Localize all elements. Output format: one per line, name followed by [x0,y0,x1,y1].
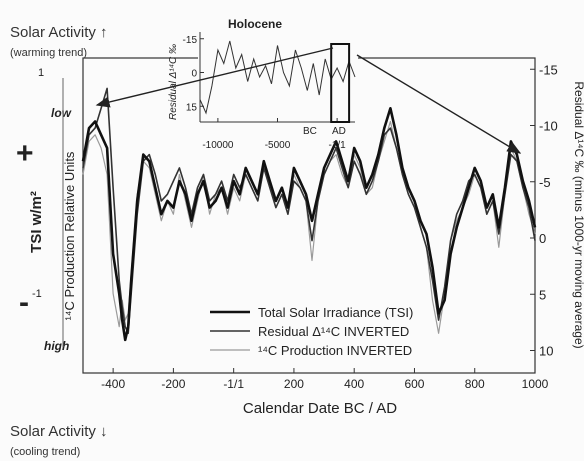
inset-x-tick-label: -10000 [202,140,234,151]
legend-label-residual: Residual Δ¹⁴C INVERTED [258,324,409,339]
x-tick-label: -1/1 [223,377,244,391]
inset-highlight-box [330,43,351,123]
y2-tick-label: 0 [539,231,546,246]
x-axis-title: Calendar Date BC / AD [243,400,397,417]
left-tick-bottom: -1 [32,288,42,300]
plus-sign: + [16,137,34,170]
inset-ad-label: AD [332,126,346,137]
pointer-arrow-left [95,47,334,108]
legend: Total Solar Irradiance (TSI) Residual Δ¹… [210,305,413,358]
y2-tick-label: 10 [539,344,553,359]
inset-series-polyline [199,40,356,115]
inset-y-tick-label: 0 [191,69,197,80]
high-label: high [44,339,69,353]
inset-y-tick-label: 15 [186,102,198,113]
inset-title: Holocene [228,17,282,31]
inset-y-tick-label: -15 [183,35,198,46]
series-line-tsi [81,107,537,342]
y2-tick-label: -10 [539,119,558,134]
x-tick-label: -400 [101,377,125,391]
cooling-trend-label: (cooling trend) [10,446,80,458]
inset-x-tick-label: -5000 [265,140,291,151]
solar-activity-up-label: Solar Activity ↑ [10,24,108,41]
inset-axis-ticks: -15 0 15 -10000 -5000 -1/1 [183,32,355,151]
low-label: low [51,106,72,120]
main-series-lines [81,87,537,342]
x-tick-label: 400 [344,377,364,391]
x-tick-label: 200 [284,377,304,391]
y2-tick-label: 5 [539,287,546,302]
x-tick-label: 800 [465,377,485,391]
x-tick-label: -200 [161,377,185,391]
series-line-residual-c14 [82,87,536,335]
right-axis-label: Residual Δ¹⁴C ‰ (minus 1000-yr moving av… [572,81,584,348]
series-line-production-c14 [82,120,536,334]
inset-x-tick-label: -1/1 [328,140,346,151]
pointer-arrow-right [356,54,522,154]
main-axis-ticks: -400 -200 -1/1 200 400 600 800 1000 -15 -10 -5 0 5 10 [101,62,558,391]
legend-label-tsi: Total Solar Irradiance (TSI) [258,305,413,320]
solar-activity-down-label: Solar Activity ↓ [10,423,108,440]
left-tick-top: 1 [38,67,44,79]
holocene-inset: Holocene Residual Δ¹⁴C ‰ -15 0 15 -10000 -50… [168,17,358,151]
y2-tick-label: -15 [539,62,558,77]
inset-y-label: Residual Δ¹⁴C ‰ [168,44,179,120]
left-axis-label-production: ¹⁴C Production Relative Units [62,151,77,320]
x-tick-label: 1000 [522,377,549,391]
x-tick-label: 600 [404,377,424,391]
inset-bc-label: BC [303,126,317,137]
warming-trend-label: (warming trend) [10,47,87,59]
inset-series-line [199,40,356,115]
minus-sign: - [19,286,29,319]
legend-label-production: ¹⁴C Production INVERTED [258,343,412,358]
left-axis-label-tsi: TSI w/m² [28,191,45,253]
y2-tick-label: -5 [539,175,551,190]
